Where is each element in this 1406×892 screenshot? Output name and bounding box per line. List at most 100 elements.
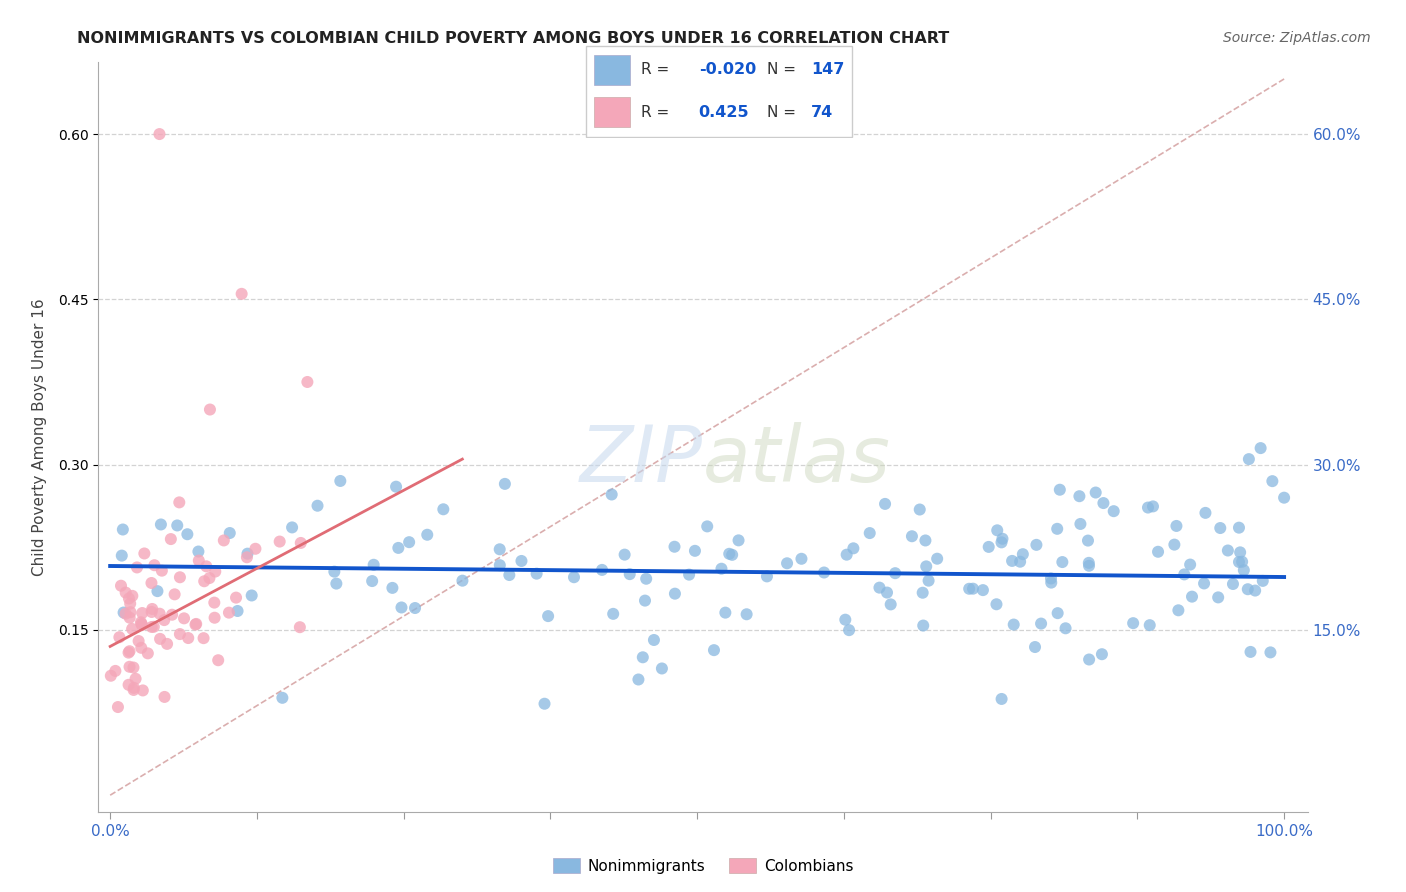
Point <box>1163 538 1185 552</box>
Point <box>1049 483 1071 497</box>
Point <box>148 127 170 141</box>
Point <box>118 644 141 658</box>
Point <box>1251 574 1274 588</box>
Point <box>385 480 408 494</box>
Point <box>111 523 134 537</box>
Point <box>240 589 263 603</box>
Point <box>1078 652 1101 666</box>
Point <box>1236 582 1258 597</box>
Point <box>1178 558 1201 572</box>
Point <box>1024 640 1046 654</box>
Point <box>136 646 159 660</box>
Text: 74: 74 <box>811 104 834 120</box>
Point <box>813 566 835 580</box>
Point <box>1091 647 1114 661</box>
Point <box>387 541 409 555</box>
Point <box>1029 616 1052 631</box>
Point <box>173 611 195 625</box>
Point <box>1250 441 1272 455</box>
Point <box>696 519 718 533</box>
Point <box>1260 645 1282 659</box>
Point <box>991 532 1014 546</box>
Point <box>972 583 994 598</box>
Point <box>297 375 319 389</box>
Point <box>1194 506 1216 520</box>
Point <box>776 556 799 570</box>
Point <box>876 585 898 599</box>
Point <box>619 567 641 582</box>
Point <box>118 591 141 606</box>
Point <box>613 548 636 562</box>
Point <box>735 607 758 622</box>
Point <box>166 518 188 533</box>
Point <box>1222 577 1244 591</box>
Point <box>790 551 813 566</box>
Point <box>141 576 163 591</box>
Point <box>111 549 134 563</box>
Point <box>121 589 143 603</box>
Point <box>1002 617 1025 632</box>
Point <box>1166 519 1188 533</box>
Point <box>835 548 858 562</box>
Point <box>1011 547 1033 561</box>
Point <box>1069 516 1091 531</box>
Text: ZIP: ZIP <box>581 422 703 498</box>
Point <box>1206 591 1229 605</box>
Point <box>917 574 939 588</box>
Point <box>114 607 136 621</box>
Point <box>834 613 856 627</box>
Point <box>1147 545 1170 559</box>
Point <box>142 620 165 634</box>
Point <box>494 476 516 491</box>
Point <box>911 585 934 599</box>
Point <box>129 615 152 630</box>
Point <box>1233 563 1256 577</box>
Point <box>651 661 673 675</box>
Point <box>150 564 173 578</box>
Point <box>1237 452 1260 467</box>
Point <box>169 495 191 509</box>
Point <box>149 607 172 621</box>
Point <box>1054 621 1077 635</box>
Point <box>643 632 665 647</box>
Point <box>141 602 163 616</box>
Point <box>176 527 198 541</box>
Point <box>562 570 585 584</box>
Y-axis label: Child Poverty Among Boys Under 16: Child Poverty Among Boys Under 16 <box>32 298 46 576</box>
Point <box>114 585 136 599</box>
Point <box>122 681 145 695</box>
Point <box>207 653 229 667</box>
Point <box>1040 572 1063 586</box>
Point <box>416 527 439 541</box>
Point <box>510 554 533 568</box>
Point <box>122 682 145 697</box>
Bar <box>595 97 630 127</box>
Point <box>986 597 1008 611</box>
FancyBboxPatch shape <box>586 46 852 137</box>
Point <box>329 474 352 488</box>
Point <box>169 627 191 641</box>
Text: N =: N = <box>768 104 801 120</box>
Point <box>1227 521 1250 535</box>
Point <box>218 526 240 541</box>
Point <box>1040 575 1063 590</box>
Text: R =: R = <box>641 62 675 78</box>
Point <box>451 574 474 588</box>
Point <box>1025 538 1047 552</box>
Point <box>912 618 935 632</box>
Point <box>131 617 153 632</box>
Point <box>1230 555 1253 569</box>
Point <box>859 526 882 541</box>
Point <box>636 572 658 586</box>
Point <box>307 499 329 513</box>
Point <box>957 582 980 596</box>
Point <box>398 535 420 549</box>
Point <box>678 567 700 582</box>
Point <box>634 593 657 607</box>
Point <box>1272 491 1295 505</box>
Point <box>404 601 426 615</box>
Point <box>143 558 166 573</box>
Point <box>187 553 209 567</box>
Point <box>149 632 172 646</box>
Point <box>1142 500 1164 514</box>
